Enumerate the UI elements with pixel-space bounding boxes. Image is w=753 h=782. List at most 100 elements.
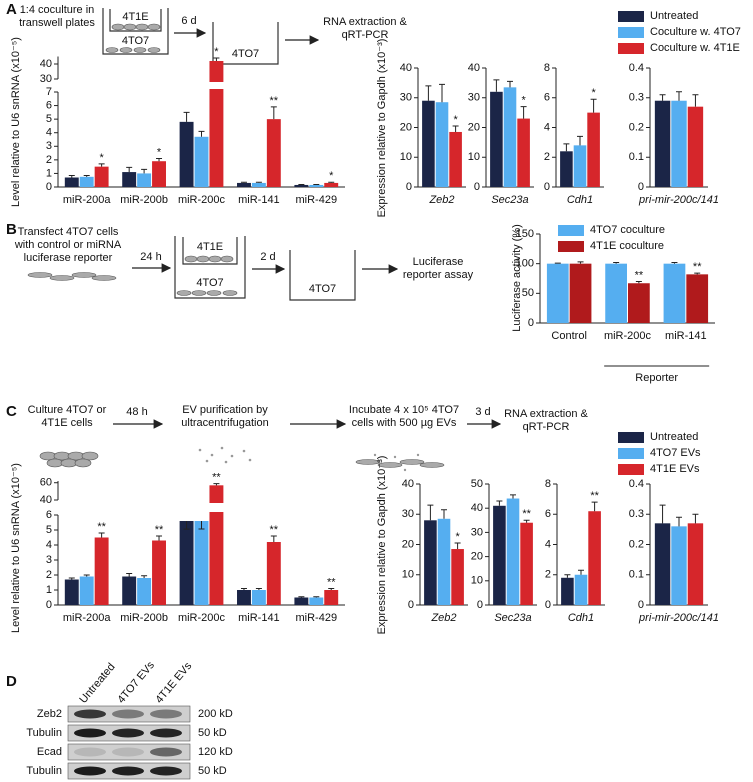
y-tick-label: 50 bbox=[471, 478, 483, 490]
error-bar bbox=[68, 577, 75, 580]
bar bbox=[94, 166, 109, 187]
x-tick-label: Cdh1 bbox=[568, 612, 594, 624]
blot-strip bbox=[67, 705, 191, 723]
significance: ** bbox=[212, 471, 221, 483]
y-tick-label: 10 bbox=[400, 151, 412, 163]
bar bbox=[209, 61, 224, 187]
panel-label: A bbox=[6, 1, 17, 18]
x-tick-label: Cdh1 bbox=[567, 194, 593, 206]
well-label: 4TO7 bbox=[196, 277, 223, 289]
bar bbox=[64, 177, 79, 187]
bar bbox=[493, 505, 506, 605]
y-tick-label: 5 bbox=[46, 113, 52, 125]
y-tick-label: 8 bbox=[544, 62, 550, 74]
error-bar bbox=[692, 94, 699, 107]
y-tick-label: 6 bbox=[544, 92, 550, 104]
error-bar bbox=[141, 575, 148, 578]
significance: ** bbox=[635, 269, 644, 281]
bar bbox=[605, 263, 627, 323]
x-tick-label: miR-200c bbox=[178, 612, 226, 624]
size-label: 50 kD bbox=[198, 727, 227, 739]
y-tick-label: 40 bbox=[40, 494, 52, 506]
bar bbox=[266, 542, 281, 605]
bar bbox=[573, 145, 587, 187]
y-tick-label: 40 bbox=[40, 58, 52, 70]
bar bbox=[309, 184, 324, 187]
bar bbox=[251, 182, 266, 187]
error-bar bbox=[328, 588, 335, 590]
blot-band bbox=[150, 766, 182, 776]
error-bar bbox=[183, 521, 190, 530]
blot-band bbox=[150, 709, 182, 719]
bar bbox=[266, 119, 281, 187]
panel-label: B bbox=[6, 221, 17, 238]
error-bar bbox=[425, 85, 432, 101]
y-tick-label: 2 bbox=[46, 569, 52, 581]
y-tick-label: 0 bbox=[528, 317, 534, 329]
y-tick-label: 0 bbox=[406, 181, 412, 193]
y-tick-label: 0 bbox=[46, 599, 52, 611]
bar bbox=[137, 578, 152, 605]
bar bbox=[209, 485, 224, 605]
error-bar bbox=[126, 166, 133, 173]
y-tick-label: 6 bbox=[46, 99, 52, 111]
y-tick-label: 6 bbox=[46, 509, 52, 521]
error-bar bbox=[523, 519, 530, 523]
significance: * bbox=[453, 114, 458, 126]
error-bar bbox=[659, 94, 666, 101]
legend-label: 4TO7 coculture bbox=[590, 224, 665, 236]
y-tick-label: 100 bbox=[516, 258, 534, 270]
y-tick-label: 30 bbox=[468, 92, 480, 104]
bar bbox=[517, 118, 530, 187]
error-bar bbox=[510, 494, 516, 499]
y-tick-label: 0 bbox=[638, 599, 644, 611]
x-tick-label: pri-mir-200c/141 bbox=[638, 612, 719, 624]
bar bbox=[449, 131, 462, 187]
bar bbox=[503, 87, 517, 187]
x-tick-label: miR-141 bbox=[238, 194, 280, 206]
bar bbox=[663, 263, 686, 323]
error-bar bbox=[313, 596, 320, 598]
error-bar bbox=[198, 521, 205, 530]
step-text: RNA extraction & qRT-PCR bbox=[504, 408, 588, 433]
error-bar bbox=[240, 181, 247, 183]
y-tick-label: 1 bbox=[46, 584, 52, 596]
protein-label: Tubulin bbox=[26, 765, 62, 777]
significance: ** bbox=[97, 521, 106, 533]
y-tick-label: 0 bbox=[46, 181, 52, 193]
y-tick-label: 0 bbox=[638, 181, 644, 193]
y-tick-label: 40 bbox=[471, 502, 483, 514]
y-tick-label: 40 bbox=[402, 478, 414, 490]
error-bar bbox=[496, 500, 503, 506]
y-tick-label: 20 bbox=[471, 551, 483, 563]
bar bbox=[122, 172, 137, 187]
step-text: Culture 4TO7 or 4T1E cells bbox=[27, 404, 107, 429]
y-tick-label: 5 bbox=[46, 524, 52, 536]
significance: * bbox=[521, 95, 526, 107]
bar bbox=[546, 263, 569, 323]
legend-swatch bbox=[558, 241, 584, 252]
lane-label: 4TO7 EVs bbox=[115, 659, 157, 706]
error-bar bbox=[439, 83, 445, 103]
significance: * bbox=[455, 531, 460, 543]
error-bar bbox=[213, 57, 220, 61]
axis-break bbox=[208, 503, 224, 512]
y-tick-label: 0.3 bbox=[629, 92, 644, 104]
lane-label: 4T1E EVs bbox=[153, 660, 194, 706]
error-bar bbox=[83, 574, 90, 577]
y-tick-label: 0.1 bbox=[629, 151, 644, 163]
time-label: 3 d bbox=[475, 406, 490, 418]
significance: * bbox=[329, 170, 334, 182]
bar bbox=[687, 106, 704, 187]
y-tick-label: 0.4 bbox=[629, 62, 644, 74]
y-tick-label: 10 bbox=[471, 575, 483, 587]
y-tick-label: 6 bbox=[545, 508, 551, 520]
bar bbox=[237, 182, 251, 187]
y-tick-label: 4 bbox=[46, 127, 52, 139]
legend-label: Untreated bbox=[650, 10, 698, 22]
diagram-c: 48 h 3 d bbox=[39, 406, 502, 472]
blot-band bbox=[112, 728, 144, 738]
error-bar bbox=[694, 272, 701, 275]
x-tick-label: Zeb2 bbox=[430, 612, 456, 624]
